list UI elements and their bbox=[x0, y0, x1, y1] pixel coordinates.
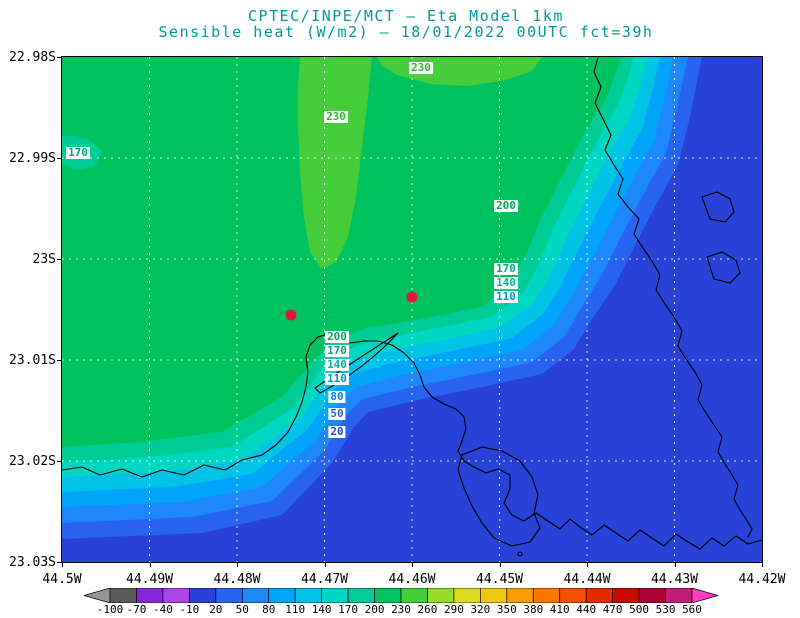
colorbar-segment bbox=[453, 587, 481, 604]
x-tick-mark bbox=[237, 563, 238, 567]
colorbar-level-label: 440 bbox=[576, 603, 597, 616]
colorbar-segment bbox=[559, 587, 587, 604]
colorbar-level-label: 230 bbox=[391, 603, 411, 616]
colorbar-level-label: 170 bbox=[338, 603, 359, 616]
colorbar-segment bbox=[665, 587, 693, 604]
colorbar-segment bbox=[480, 587, 508, 604]
map-area: 230 230 170 200 170 140 110 200 170 140 110 80 50 20 bbox=[61, 56, 763, 563]
colorbar-svg bbox=[82, 587, 720, 604]
y-tick-mark bbox=[57, 360, 61, 361]
colorbar-level-label: -10 bbox=[179, 603, 200, 616]
title-line2: Sensible heat (W/m2) — 18/01/2022 00UTC … bbox=[158, 23, 654, 41]
y-tick-label: 23S bbox=[32, 252, 56, 267]
y-tick-mark bbox=[57, 158, 61, 159]
colorbar-level-label: 470 bbox=[602, 603, 623, 616]
x-tick-label: 44.45W bbox=[476, 572, 523, 587]
colorbar-segment bbox=[109, 587, 137, 604]
colorbar-segment bbox=[215, 587, 243, 604]
band-230-tongue bbox=[298, 57, 372, 269]
colorbar-segment bbox=[136, 587, 164, 604]
colorbar-segment bbox=[532, 587, 561, 604]
coastline-island-large bbox=[457, 446, 541, 547]
x-tick-mark bbox=[412, 563, 413, 567]
colorbar-segment bbox=[612, 587, 640, 604]
coastline-mainland bbox=[62, 333, 762, 550]
colorbar-level-label: -40 bbox=[152, 603, 173, 616]
colorbar-segment bbox=[374, 587, 402, 604]
x-tick-label: 44.43W bbox=[651, 572, 698, 587]
contour-map bbox=[62, 57, 762, 562]
colorbar-level-label: 560 bbox=[682, 603, 702, 616]
colorbar-segment bbox=[241, 587, 270, 604]
y-tick-label: 22.98S bbox=[9, 50, 56, 65]
colorbar-level-label: 200 bbox=[364, 603, 385, 616]
colorbar-segment bbox=[294, 587, 322, 604]
colorbar-level-label: 110 bbox=[285, 603, 306, 616]
plot-title: CPTEC/INPE/MCT — Eta Model 1km Sensible … bbox=[50, 8, 762, 40]
x-tick-label: 44.5W bbox=[42, 572, 82, 587]
coastline-island-small-2 bbox=[706, 251, 741, 284]
colorbar-right-arrow bbox=[691, 587, 720, 604]
colorbar-level-label: 350 bbox=[496, 603, 517, 616]
colorbar-segment bbox=[427, 587, 455, 604]
coastline-island-small-1 bbox=[701, 191, 735, 223]
y-tick-mark bbox=[57, 259, 61, 260]
colorbar-level-label: 410 bbox=[549, 603, 570, 616]
colorbar-level-label: 140 bbox=[311, 603, 332, 616]
x-tick-label: 44.42W bbox=[738, 572, 786, 587]
colorbar-level-label: -70 bbox=[126, 603, 147, 616]
gridlines bbox=[62, 57, 762, 562]
y-tick-mark bbox=[57, 562, 61, 563]
band-200-230 bbox=[62, 57, 622, 447]
x-tick-mark bbox=[499, 563, 501, 567]
colorbar-level-label: -100 bbox=[96, 603, 124, 616]
y-tick-mark bbox=[57, 57, 61, 58]
x-tick-label: 44.49W bbox=[126, 572, 173, 587]
colorbar-level-label: 260 bbox=[417, 603, 438, 616]
colorbar-level-label: 290 bbox=[443, 603, 464, 616]
colorbar-segment bbox=[400, 587, 428, 604]
colorbar-segment bbox=[268, 587, 296, 604]
colorbar-level-label: 530 bbox=[655, 603, 676, 616]
x-tick-mark bbox=[674, 563, 676, 567]
colorbar-level-label: 500 bbox=[629, 603, 650, 616]
x-tick-mark bbox=[762, 563, 763, 567]
x-tick-label: 44.44W bbox=[563, 572, 611, 587]
coastline-islet bbox=[517, 551, 523, 557]
x-tick-mark bbox=[62, 563, 63, 567]
colorbar bbox=[82, 587, 720, 607]
x-tick-label: 44.46W bbox=[388, 572, 436, 587]
y-tick-mark bbox=[57, 461, 61, 462]
y-tick-label: 22.99S bbox=[9, 151, 56, 166]
title-line1: CPTEC/INPE/MCT — Eta Model 1km bbox=[248, 7, 564, 25]
colorbar-level-label: 50 bbox=[235, 603, 249, 616]
colorbar-segment bbox=[585, 587, 613, 604]
colorbar-segment bbox=[162, 587, 190, 604]
x-tick-mark bbox=[324, 563, 326, 567]
colorbar-level-label: 20 bbox=[209, 603, 223, 616]
y-tick-label: 23.02S bbox=[9, 454, 56, 469]
station-marker bbox=[285, 309, 297, 321]
coastlines bbox=[62, 57, 762, 557]
colorbar-segment bbox=[506, 587, 534, 604]
y-tick-label: 23.01S bbox=[9, 353, 56, 368]
x-tick-mark bbox=[587, 563, 588, 567]
coastline-east bbox=[593, 57, 753, 538]
x-tick-label: 44.48W bbox=[213, 572, 261, 587]
colorbar-level-label: 320 bbox=[470, 603, 491, 616]
colorbar-level-label: 380 bbox=[523, 603, 544, 616]
colorbar-segment bbox=[347, 587, 375, 604]
colorbar-segment bbox=[321, 587, 349, 604]
y-tick-label: 23.03S bbox=[9, 555, 56, 570]
station-marker bbox=[406, 291, 418, 303]
station-markers bbox=[285, 291, 418, 321]
colorbar-segment bbox=[189, 587, 217, 604]
colorbar-segment bbox=[638, 587, 666, 604]
x-tick-label: 44.47W bbox=[301, 572, 348, 587]
colorbar-left-arrow bbox=[82, 587, 111, 604]
colorbar-level-label: 80 bbox=[262, 603, 276, 616]
x-tick-mark bbox=[149, 563, 151, 567]
